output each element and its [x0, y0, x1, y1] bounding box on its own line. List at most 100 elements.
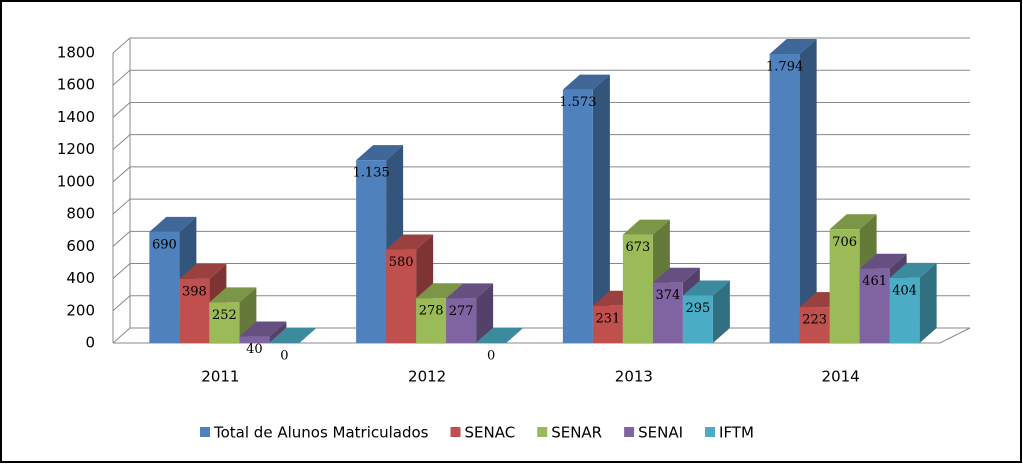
- value-label: 0: [280, 349, 288, 364]
- bar-top: [476, 328, 524, 343]
- value-label: 580: [389, 255, 414, 270]
- bar-front: [682, 295, 713, 343]
- grid-line: [112, 134, 970, 151]
- bars: 690 1.135 1.573 1.794 398 580 231 223 252 278 673 7…: [149, 38, 937, 364]
- value-label: 295: [685, 301, 710, 316]
- bar-top: [239, 321, 287, 337]
- bar-front: [652, 282, 683, 343]
- value-label: 231: [595, 311, 620, 326]
- bar-top: [149, 216, 197, 232]
- bar-front: [239, 336, 270, 343]
- value-label: 0: [487, 349, 495, 364]
- bar-top: [562, 74, 610, 90]
- legend-label: Total de Alunos Matriculados: [213, 424, 429, 442]
- legend: Total de Alunos Matriculados SENAC SENAR SE…: [200, 424, 754, 442]
- value-label: 1.573: [559, 95, 596, 110]
- y-tick-label: 1200: [57, 140, 95, 158]
- bar-front: [416, 298, 447, 343]
- value-label: 374: [655, 288, 680, 303]
- value-label: 1.794: [766, 59, 803, 74]
- bar: [209, 287, 257, 343]
- bar-front: [622, 234, 653, 343]
- bar: [682, 280, 730, 343]
- bar-side: [476, 283, 494, 343]
- x-tick-label: 2012: [408, 368, 446, 386]
- bar-top: [356, 145, 404, 161]
- bar: [446, 283, 494, 343]
- bar-top: [622, 219, 670, 235]
- bar-front: [446, 298, 477, 343]
- back-wall: [112, 38, 131, 343]
- bar-front: [209, 302, 240, 343]
- bar-side: [919, 262, 937, 343]
- y-tick-label: 400: [66, 269, 95, 287]
- y-tick-label: 800: [66, 205, 95, 223]
- grid-line: [112, 198, 970, 215]
- bar-front: [356, 160, 387, 343]
- bar-top: [209, 287, 257, 303]
- legend-label: SENAR: [551, 424, 602, 442]
- y-tick-label: 1000: [57, 172, 95, 190]
- y-tick-label: 1400: [57, 108, 95, 126]
- grid-line: [112, 69, 970, 86]
- bar-front: [149, 231, 180, 343]
- value-label: 398: [182, 284, 207, 299]
- grid-line: [112, 263, 970, 279]
- bar-front: [799, 307, 830, 343]
- bar-front: [769, 53, 800, 343]
- bar-top: [682, 280, 730, 296]
- value-label: 252: [212, 308, 237, 323]
- y-tick-label: 0: [85, 334, 95, 352]
- legend-swatch: [450, 427, 461, 437]
- bar-side: [269, 321, 287, 343]
- bar-top: [859, 253, 907, 269]
- bar-front: [859, 268, 890, 343]
- value-label: 706: [832, 235, 857, 250]
- value-label: 673: [625, 240, 650, 255]
- legend-label: IFTM: [719, 424, 754, 442]
- bar-side: [799, 38, 817, 343]
- bar-front: [179, 278, 210, 343]
- bar-top: [416, 283, 464, 299]
- bar-top: [889, 262, 937, 278]
- value-label: 461: [862, 274, 887, 289]
- bar-top: [269, 328, 317, 343]
- bar: [269, 328, 317, 343]
- bar: [769, 38, 817, 343]
- grid-line: [112, 101, 970, 118]
- bar-front: [829, 229, 860, 343]
- bar-front: [562, 89, 593, 343]
- bar: [239, 321, 287, 343]
- bar-top: [829, 214, 877, 230]
- legend-swatch: [200, 427, 210, 437]
- bar-side: [592, 74, 610, 344]
- y-tick-label: 1800: [57, 44, 95, 62]
- x-tick-label: 2013: [615, 368, 653, 386]
- bar-top: [652, 267, 700, 283]
- bar-top: [386, 234, 434, 250]
- bar-front: [386, 249, 417, 343]
- grid-line: [112, 37, 970, 54]
- value-label: 40: [246, 342, 263, 357]
- legend-swatch: [624, 427, 635, 437]
- x-tick-label: 2014: [822, 368, 860, 386]
- value-label: 1.135: [353, 166, 390, 181]
- value-label: 277: [449, 304, 474, 319]
- legend-label: SENAI: [638, 424, 683, 442]
- bar-top: [769, 38, 817, 54]
- bar-top: [446, 283, 494, 299]
- bar-side: [712, 280, 730, 343]
- bar: [889, 262, 937, 343]
- value-label: 278: [419, 304, 444, 319]
- bar-front: [889, 277, 920, 343]
- legend-swatch: [537, 427, 548, 437]
- bar: [476, 328, 524, 343]
- legend-label: SENAC: [465, 424, 516, 442]
- bar-top: [179, 263, 227, 279]
- y-tick-label: 1600: [57, 76, 95, 94]
- grid-line: [112, 166, 970, 183]
- value-label: 223: [802, 313, 827, 328]
- x-tick-label: 2011: [201, 368, 239, 386]
